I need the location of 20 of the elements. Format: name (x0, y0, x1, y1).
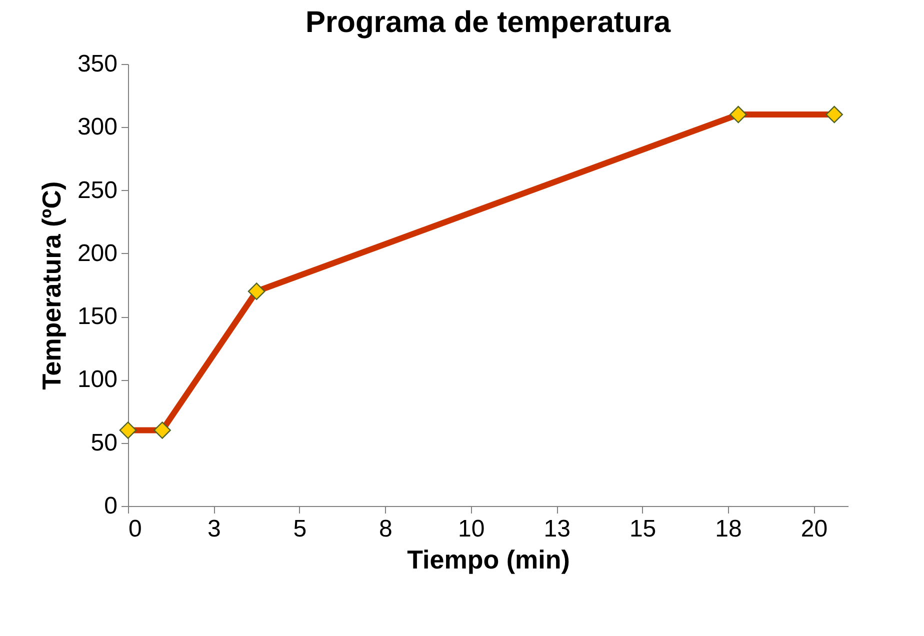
x-tick-label: 15 (629, 516, 656, 542)
y-tick-label: 100 (77, 366, 118, 394)
y-tick-label: 200 (77, 240, 118, 267)
x-axis-title: Tiempo (min) (407, 544, 570, 574)
y-tick-label: 300 (77, 114, 118, 141)
x-tick-label: 0 (128, 516, 142, 542)
y-tick-label: 250 (77, 176, 118, 204)
x-tick-label: 18 (715, 516, 742, 542)
y-tick-label: 150 (77, 303, 118, 330)
x-tick-label: 8 (378, 516, 392, 542)
y-tick-label: 0 (104, 492, 118, 520)
chart-title: Programa de temperatura (305, 6, 671, 39)
y-tick-label: 50 (90, 429, 118, 456)
y-axis-title: Temperatura (ºC) (36, 181, 66, 390)
y-tick-label: 350 (77, 50, 118, 78)
x-tick-label: 5 (293, 516, 307, 542)
x-tick-label: 10 (458, 516, 485, 542)
x-tick-label: 13 (544, 516, 570, 542)
x-tick-label: 3 (208, 516, 221, 542)
x-tick-label: 20 (800, 516, 828, 542)
